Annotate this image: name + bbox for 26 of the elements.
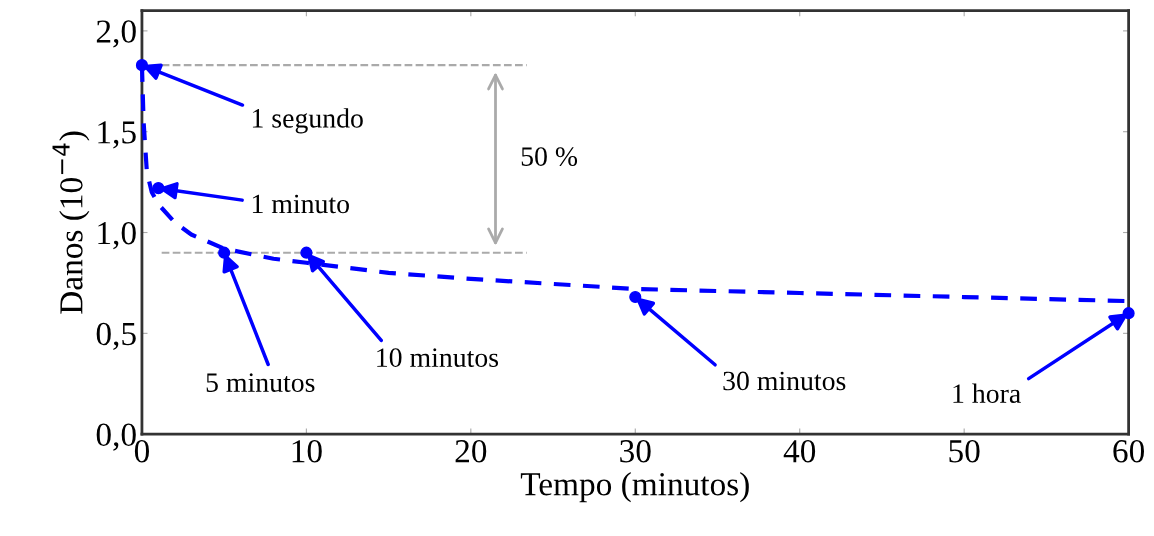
x-tick-label: 20 (455, 439, 487, 463)
x-tick-label: 30 (620, 439, 651, 463)
annotation: 1 segundo (252, 108, 363, 134)
annotation: 1 minuto (252, 194, 349, 214)
annotation: 30 minutos (723, 371, 846, 391)
point (300, 246, 313, 259)
x-tick-label: 10 (292, 439, 322, 463)
y-tick-label: 1,0 (98, 221, 136, 250)
point (1122, 307, 1135, 320)
y-tick-label: 0,5 (96, 322, 136, 351)
annotation: 5 minutos (206, 373, 315, 392)
y-tick-label: 1,5 (98, 121, 136, 149)
point (629, 290, 642, 304)
x-axis-title: Tempo (minutos) (520, 472, 749, 503)
x-tick-label: 40 (783, 439, 816, 463)
y-tick-label: 0,0 (96, 423, 136, 451)
x-tick-label: 60 (1113, 439, 1145, 463)
point (218, 246, 231, 259)
annotation: 10 minutos (377, 348, 499, 368)
y-axis-title: Danos (10$^{−4}$) (52, 131, 90, 314)
y-tick-label: 2,0 (96, 20, 136, 48)
annotation: 50 % (521, 147, 578, 166)
annotation: 1 hora (953, 383, 1021, 403)
point (152, 182, 165, 195)
x-tick-label: 50 (949, 439, 980, 463)
point (135, 59, 149, 72)
